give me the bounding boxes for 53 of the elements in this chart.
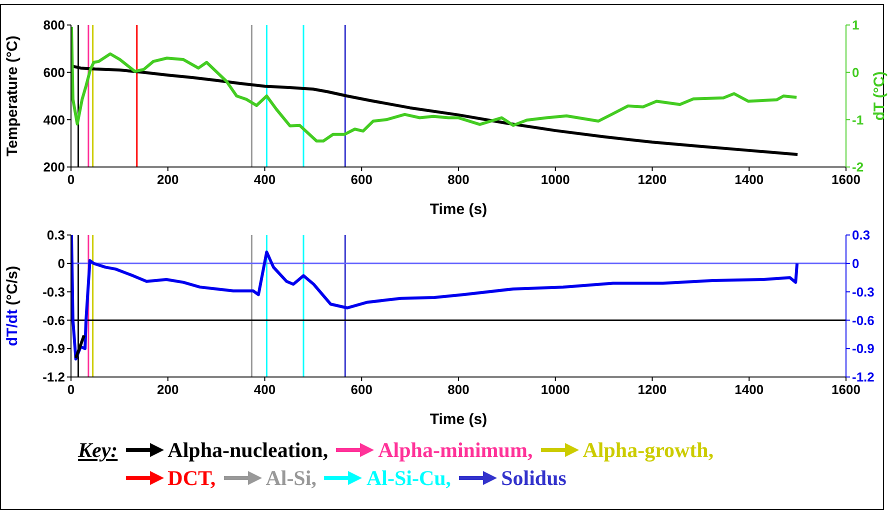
y-tick-label: -0.6: [42, 312, 65, 328]
y2-tick-label: -0.9: [852, 341, 874, 356]
x-tick-label: 800: [448, 382, 470, 398]
x-tick-label: 1600: [832, 382, 860, 398]
legend-label: DCT,: [168, 465, 216, 492]
x-tick-label: 800: [448, 172, 470, 188]
x-tick-label: 400: [254, 172, 276, 188]
y-tick-label: 600: [43, 64, 65, 80]
y-tick-label: 800: [43, 18, 65, 33]
y2-tick-label: -2: [852, 160, 864, 175]
x-tick-label: 400: [254, 382, 276, 398]
legend-label: Alpha-minimum,: [378, 437, 533, 464]
y2-tick-label: 0.3: [852, 228, 870, 243]
y2-axis-title: dT (°C): [870, 71, 888, 121]
x-axis-title: Time (s): [430, 201, 488, 218]
line-series: [71, 25, 798, 142]
y2-tick-label: -1: [852, 112, 864, 128]
y-axis-title: dT/dt (°C/s): [4, 266, 20, 346]
legend-label: Alpha-nucleation,: [168, 437, 328, 464]
y-tick-label: 200: [43, 160, 65, 175]
y2-tick-label: 0: [852, 256, 860, 272]
y2-tick-label: -0.3: [852, 284, 874, 300]
y-tick-label: -0.9: [42, 341, 65, 356]
x-tick-label: 1200: [638, 382, 667, 398]
x-tick-label: 1200: [638, 172, 667, 188]
y2-tick-label: -0.6: [852, 312, 874, 328]
x-tick-label: 600: [350, 382, 372, 398]
y2-tick-label: -1.2: [852, 370, 874, 385]
x-tick-label: 0: [67, 382, 75, 398]
y-axis-title: Temperature (°C): [4, 36, 20, 156]
x-tick-label: 0: [67, 172, 75, 188]
x-tick-label: 1400: [734, 172, 764, 188]
y2-tick-label: 0: [852, 64, 860, 80]
legend-label: Solidus: [501, 465, 566, 492]
x-tick-label: 200: [157, 172, 179, 188]
x-axis-title: Time (s): [430, 411, 488, 428]
legend-title: Key:: [78, 438, 118, 462]
y-tick-label: 0.3: [46, 228, 65, 243]
y-tick-label: -0.3: [42, 284, 65, 300]
line-series: [71, 235, 799, 361]
y-tick-label: 0: [58, 256, 65, 272]
x-tick-label: 1000: [540, 172, 570, 188]
x-tick-label: 600: [350, 172, 372, 188]
legend-label: Al-Si-Cu,: [366, 465, 452, 492]
legend-label: Alpha-growth,: [582, 437, 714, 464]
x-tick-label: 1600: [832, 172, 860, 188]
x-tick-label: 200: [157, 382, 179, 398]
y2-tick-label: 1: [852, 18, 860, 33]
x-tick-label: 1000: [540, 382, 570, 398]
x-tick-label: 1400: [734, 382, 764, 398]
y-tick-label: -1.2: [42, 370, 65, 385]
y-tick-label: 400: [43, 112, 65, 128]
legend-label: Al-Si,: [266, 465, 316, 492]
